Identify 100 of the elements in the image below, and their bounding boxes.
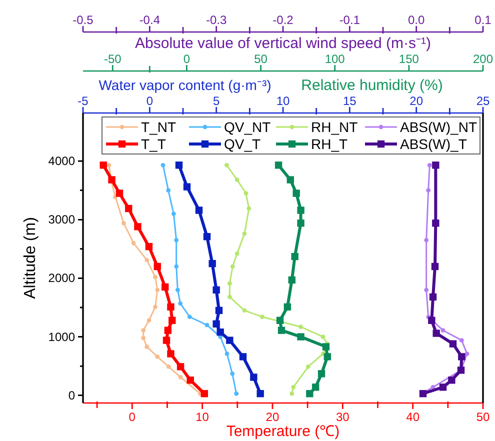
x2-tick-label: 25 bbox=[476, 94, 490, 108]
x2-tick-label: 15 bbox=[342, 94, 357, 108]
point bbox=[428, 316, 436, 324]
y-tick-label: 3000 bbox=[48, 212, 76, 227]
point bbox=[155, 354, 160, 359]
point bbox=[167, 303, 174, 311]
point bbox=[424, 238, 429, 242]
y-tick-label: 0 bbox=[68, 388, 76, 402]
x-tick-label: 150 bbox=[398, 52, 420, 66]
x2-tick-label: 5 bbox=[212, 94, 220, 108]
point bbox=[153, 304, 158, 310]
point bbox=[424, 288, 429, 292]
point bbox=[224, 162, 229, 168]
point bbox=[448, 376, 456, 384]
legend-label: T_T bbox=[141, 136, 166, 152]
point bbox=[429, 293, 437, 301]
y-axis-title: Altitude (m) bbox=[22, 217, 39, 299]
y-tick-label: 2000 bbox=[48, 271, 76, 286]
point bbox=[234, 251, 240, 256]
x-tick-label: 10 bbox=[196, 410, 210, 424]
x-tick-label: 50 bbox=[476, 410, 490, 424]
point bbox=[227, 281, 232, 286]
x2-tick-label: 0 bbox=[146, 94, 154, 108]
point bbox=[230, 264, 235, 269]
point bbox=[431, 262, 439, 270]
point bbox=[155, 288, 160, 292]
point bbox=[116, 190, 124, 197]
x2-tick-label: 10 bbox=[276, 94, 290, 108]
legend-label: RH_T bbox=[311, 136, 348, 152]
point bbox=[144, 258, 150, 262]
x-tick-label: 100 bbox=[324, 52, 346, 66]
point bbox=[297, 220, 304, 227]
point bbox=[320, 334, 326, 339]
point bbox=[292, 190, 300, 197]
x-tick-label: 0 bbox=[183, 52, 190, 66]
point bbox=[276, 316, 284, 324]
point bbox=[322, 343, 330, 350]
legend-label: ABS(W)_T bbox=[400, 136, 468, 152]
x-tick-label: -0.1 bbox=[339, 13, 360, 27]
point bbox=[459, 338, 464, 343]
x2-tick-label: 20 bbox=[410, 94, 424, 108]
x-tick-label: -0.3 bbox=[206, 13, 227, 27]
y-tick-label: 4000 bbox=[48, 154, 76, 168]
point bbox=[242, 308, 247, 313]
point bbox=[298, 324, 303, 330]
point bbox=[131, 240, 136, 246]
x-tick-label: 50 bbox=[254, 52, 268, 66]
point bbox=[432, 220, 440, 227]
x-tick-label: 30 bbox=[336, 410, 350, 424]
point bbox=[426, 188, 431, 193]
x-tick-label: 0.1 bbox=[474, 13, 492, 27]
x-axis-title: Absolute value of vertical wind speed (m·s⁻¹) bbox=[135, 35, 431, 52]
point bbox=[134, 223, 142, 230]
point bbox=[154, 262, 161, 270]
point bbox=[141, 328, 146, 333]
point bbox=[260, 314, 264, 320]
point bbox=[242, 231, 247, 236]
x-tick-label: -0.5 bbox=[72, 13, 94, 27]
point bbox=[106, 162, 112, 168]
point bbox=[312, 384, 320, 391]
x-tick-label: 20 bbox=[266, 410, 280, 424]
point bbox=[145, 242, 153, 250]
point bbox=[166, 364, 171, 369]
point bbox=[227, 294, 232, 300]
point bbox=[200, 390, 208, 398]
x-axis-title: Temperature (℃) bbox=[226, 423, 340, 440]
point bbox=[178, 375, 183, 380]
point bbox=[234, 178, 240, 182]
point bbox=[176, 363, 184, 370]
point bbox=[464, 352, 470, 356]
point bbox=[246, 206, 252, 211]
legend-label: RH_NT bbox=[311, 119, 358, 135]
legend-label: QV_NT bbox=[224, 119, 272, 135]
point bbox=[100, 162, 107, 169]
x-tick-label: 0 bbox=[128, 410, 136, 424]
point bbox=[144, 344, 150, 349]
x-tick-label: 200 bbox=[472, 52, 494, 66]
x-axis-title: Relative humidity (%) bbox=[301, 77, 443, 94]
point bbox=[125, 204, 132, 212]
point bbox=[164, 326, 172, 334]
point bbox=[153, 274, 158, 280]
legend-label: T_NT bbox=[141, 119, 176, 135]
point bbox=[162, 336, 170, 344]
point bbox=[286, 176, 294, 184]
point bbox=[146, 318, 152, 323]
point bbox=[318, 370, 326, 378]
point bbox=[288, 276, 296, 284]
point bbox=[244, 191, 248, 196]
point bbox=[449, 340, 457, 348]
x-tick-label: 40 bbox=[406, 410, 420, 424]
point bbox=[284, 303, 292, 311]
point bbox=[458, 353, 466, 360]
point bbox=[297, 206, 304, 214]
x2-axis-title: Water vapor content (g·m⁻³) bbox=[98, 77, 272, 93]
point bbox=[167, 350, 174, 358]
point bbox=[432, 162, 440, 169]
legend-label: ABS(W)_NT bbox=[400, 119, 478, 135]
legend-label: QV_T bbox=[224, 136, 262, 152]
point bbox=[439, 384, 447, 391]
y-tick-label: 1000 bbox=[48, 330, 76, 344]
